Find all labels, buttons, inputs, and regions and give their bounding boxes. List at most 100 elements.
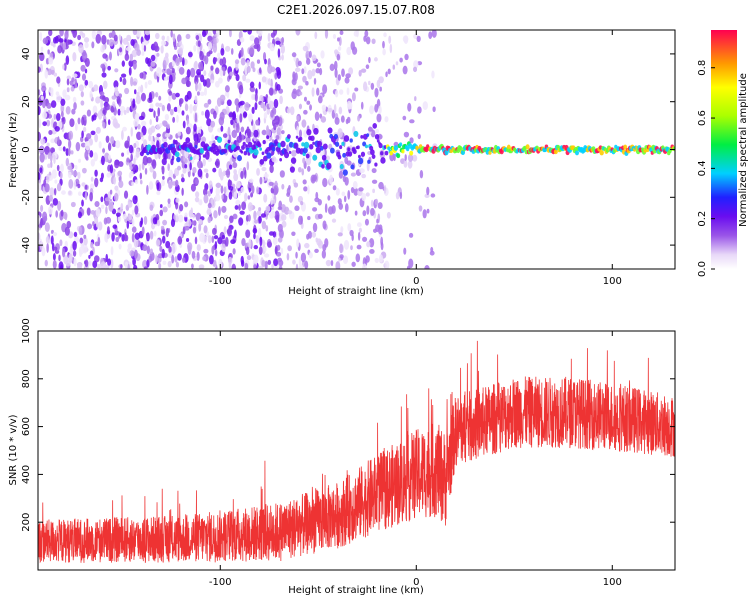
spectrogram-point [214,80,220,88]
spectrogram-point [140,132,144,138]
spectrogram-line-point [310,135,315,142]
spectrogram-point [123,190,129,199]
spectrogram-point [216,30,219,39]
snr-y-tick-label: 800 [21,369,32,388]
spectrogram-point [261,129,267,136]
spectrogram-line-point [367,159,371,164]
spectrogram-point [261,220,267,230]
spectrogram-point [182,120,186,129]
spectrogram-line-point [553,149,558,155]
spectrogram-point [339,254,344,259]
spectrogram-point [88,260,92,266]
spectrogram-point [118,243,122,250]
spectrogram-point [114,68,119,73]
spectrogram-point [329,63,335,72]
spectrogram-point [269,164,274,174]
spectrogram-point [134,179,139,185]
spectrogram-point [148,107,154,113]
spectrogram-point [124,53,130,61]
spectrogram-point [65,148,69,156]
spectrogram-line-point [380,151,384,156]
spectrogram-point [225,45,231,52]
spectrogram-point [126,220,130,229]
spectrogram-point [314,248,319,253]
spectrogram-point [256,43,261,52]
spectrogram-point [59,239,63,247]
spectrogram-point [321,249,327,259]
spectrogram-y-axis: -40 -20 0 20 40 [21,48,675,253]
spectrogram-point [52,43,56,48]
spectrogram-point [317,213,323,219]
spectrogram-point [119,76,123,83]
spectrogram-line-point [380,157,386,164]
spectrogram-point [54,179,58,184]
spectrogram-point [146,233,150,241]
spectrogram-point [286,252,290,261]
spectrogram-point [278,265,283,269]
spectrogram-point [191,250,196,259]
spectrogram-point [58,254,61,262]
spectrogram-point [143,215,148,226]
snr-y-tick-label: 400 [21,465,32,484]
spectrogram-point [113,176,117,185]
spectrogram-point [158,95,162,101]
spectrogram-point [322,220,327,230]
spectrogram-point [407,153,414,162]
spectrogram-point [304,242,310,249]
spectrogram-point [138,164,142,172]
spectrogram-point [98,221,103,231]
spectrogram-point [190,207,194,217]
spectrogram-point [226,99,232,107]
spectrogram-point [162,59,167,70]
spectrogram-line-point [326,162,332,170]
spectrogram-point [133,142,137,148]
spectrogram-point [161,235,166,244]
spectrogram-point [128,213,133,221]
spectrogram-point [273,258,279,267]
spectrogram-point [62,64,65,70]
spectrogram-point [185,80,191,88]
spectrogram-point [181,177,185,183]
spectrogram-point [100,196,104,203]
spectrogram-point [71,108,76,115]
spectrogram-point [234,205,239,210]
spectrogram-point [351,92,356,102]
spectrogram-point [72,250,77,257]
spectrogram-point [165,240,171,249]
spectrogram-point [178,40,183,47]
spectrogram-point [350,187,355,194]
spectrogram-point [408,258,414,269]
spectrogram-point [208,255,214,265]
spectrogram-point [102,121,106,129]
spectrogram-point [244,102,250,111]
spectrogram-point [344,203,349,213]
spectrogram-line-point [146,151,150,156]
spectrogram-point [360,101,364,110]
spectrogram-point [145,30,150,36]
spectrogram-point [89,250,94,257]
spectrogram-point [276,69,282,80]
spectrogram-point [268,181,274,186]
spectrogram-point [164,113,170,121]
spectrogram-point [261,166,267,172]
spectrogram-line-point [288,150,292,155]
spectrogram-point [204,87,208,96]
spectrogram-point [156,190,161,196]
spectrogram-point [218,167,223,178]
spectrogram-point [56,76,61,84]
spectrogram-point [376,218,379,224]
spectrogram-point [94,201,100,208]
spectrogram-point [136,131,142,141]
spectrogram-point [378,254,384,263]
spectrogram-line-point [401,149,405,154]
spectrogram-point [73,231,78,238]
spectrogram-y-tick-label: 0 [21,146,32,152]
spectrogram-point [281,220,287,228]
spectrogram-point [100,63,106,69]
spectrogram-point [386,211,391,219]
spectrogram-point [115,236,120,243]
spectrogram-point [333,60,338,71]
spectrogram-line-point [266,152,272,159]
spectrogram-line-point [305,153,310,159]
